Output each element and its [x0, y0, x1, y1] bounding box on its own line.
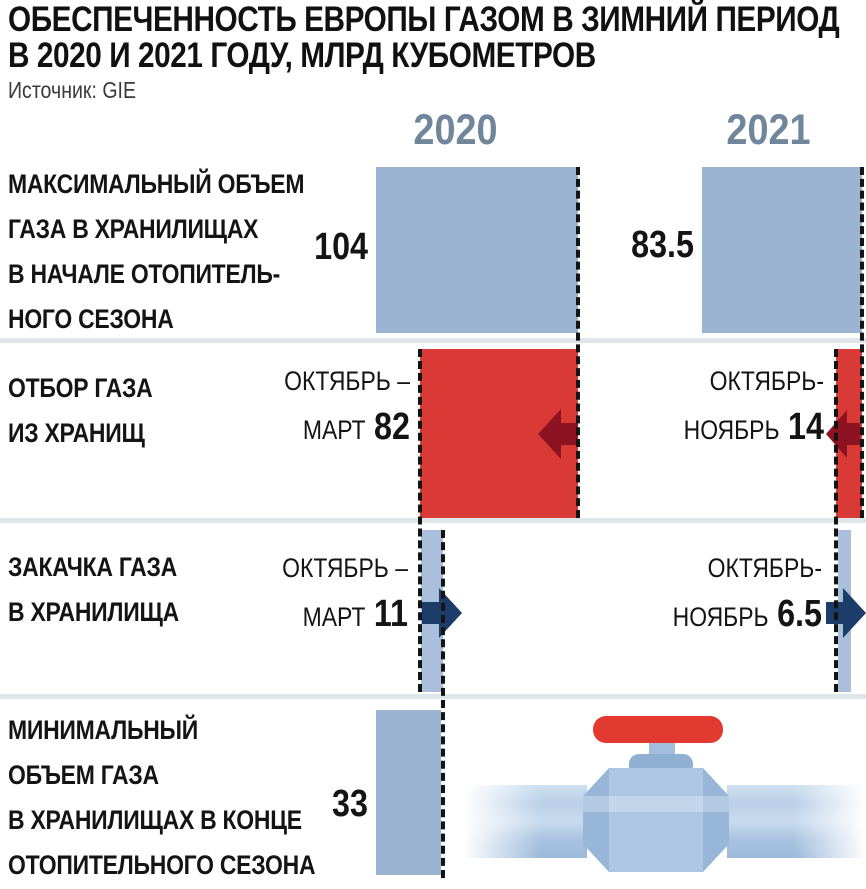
column-header-2020: 2020 — [413, 106, 498, 154]
source-label: Источник: GIE — [8, 77, 137, 103]
dashed-line-2021-max — [860, 167, 864, 518]
value-withdrawal-2021: 14 — [788, 406, 824, 448]
row-label-withdrawal: ОТБОР ГАЗА ИЗ ХРАНИЩ — [8, 373, 153, 448]
period-injection-2020: ОКТЯБРЬ – МАРТ 11 — [282, 553, 408, 635]
bar-max-storage-2020 — [376, 167, 578, 333]
row-separator-1 — [0, 338, 866, 343]
injection-arrow-icon-2021 — [826, 588, 866, 638]
value-min-2020: 33 — [332, 783, 368, 825]
chart-title-line2: В 2020 И 2021 ГОДУ, МЛРД КУБОМЕТРОВ — [8, 36, 596, 75]
period-withdrawal-2021: ОКТЯБРЬ- НОЯБРЬ 14 — [683, 366, 824, 448]
dashed-line-2021-withdrawal — [834, 349, 838, 692]
row-separator-3 — [0, 694, 866, 699]
withdrawal-arrow-icon-2020 — [538, 409, 578, 459]
row-label-injection: ЗАКАЧКА ГАЗА В ХРАНИЛИЩА — [8, 552, 179, 627]
pipeline-valve-illustration-icon — [463, 716, 866, 872]
value-withdrawal-2020: 82 — [374, 406, 410, 448]
chart-title-line1: ОБЕСПЕЧЕННОСТЬ ЕВРОПЫ ГАЗОМ В ЗИМНИЙ ПЕР… — [8, 0, 840, 39]
bar-max-storage-2021 — [702, 167, 862, 333]
dashed-line-2020-max — [576, 167, 580, 518]
value-injection-2021: 6.5 — [777, 593, 822, 635]
row-label-max-volume: МАКСИМАЛЬНЫЙ ОБЪЕМ ГАЗА В ХРАНИЛИЩАХ В Н… — [8, 169, 305, 334]
value-injection-2020: 11 — [373, 593, 408, 635]
withdrawal-arrow-icon-2021 — [826, 410, 860, 458]
row-label-min-volume: МИНИМАЛЬНЫЙ ОБЪЕМ ГАЗА В ХРАНИЛИЩАХ В КО… — [8, 715, 316, 880]
column-header-2021: 2021 — [726, 106, 811, 154]
dashed-line-2020-withdrawal — [418, 349, 422, 692]
period-withdrawal-2020: ОКТЯБРЬ – МАРТ 82 — [284, 366, 410, 448]
row-separator-2 — [0, 518, 866, 523]
period-injection-2021: ОКТЯБРЬ- НОЯБРЬ 6.5 — [672, 553, 822, 635]
dashed-line-2020-min — [441, 530, 445, 878]
value-max-2020: 104 — [314, 226, 368, 268]
bar-min-storage-2020 — [376, 710, 441, 875]
value-max-2021: 83.5 — [631, 224, 694, 266]
